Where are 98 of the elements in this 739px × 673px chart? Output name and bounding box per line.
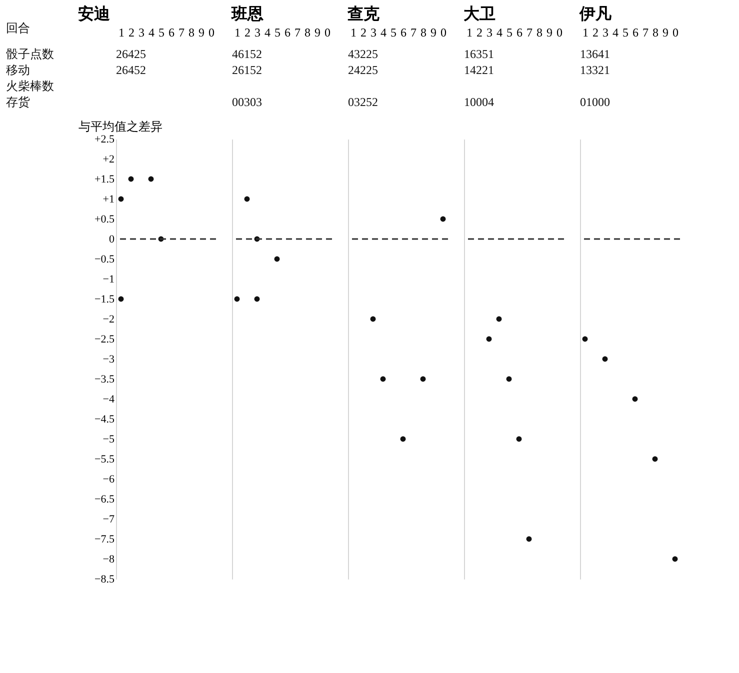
x-tick-label: 4 xyxy=(496,26,502,40)
x-tick-label: 9 xyxy=(198,26,204,40)
x-tick-label: 2 xyxy=(592,26,598,40)
text: 火柴棒数 xyxy=(6,79,54,93)
x-tick-label: 8 xyxy=(536,26,542,40)
text: 13641 xyxy=(580,47,610,61)
text: 13321 xyxy=(580,63,610,77)
x-tick-label: 3 xyxy=(370,26,376,40)
x-tick-label: 9 xyxy=(546,26,552,40)
text: 回合 xyxy=(6,21,30,35)
x-tick-label: 5 xyxy=(506,26,512,40)
text: 26425 xyxy=(116,47,146,61)
x-tick-label: 8 xyxy=(304,26,310,40)
x-tick-label: 1 xyxy=(234,26,240,40)
y-tick-label: −2 xyxy=(102,314,114,326)
x-tick-label: 5 xyxy=(158,26,164,40)
text: 移动 xyxy=(6,63,30,77)
x-tick-label: 1 xyxy=(582,26,588,40)
y-tick-label: −3 xyxy=(102,354,115,366)
y-tick-label: 0 xyxy=(109,234,115,246)
x-tick-label: 6 xyxy=(516,26,522,40)
x-tick-label: 2 xyxy=(360,26,366,40)
text: 16351 xyxy=(464,47,494,61)
x-tick-label: 2 xyxy=(128,26,134,40)
x-tick-label: 4 xyxy=(380,26,386,40)
chart-title: 大卫 xyxy=(463,5,496,23)
text: 01000 xyxy=(580,95,610,109)
x-tick-label: 9 xyxy=(662,26,668,40)
chart-title: 安迪 xyxy=(78,4,111,23)
chart-title: 查克 xyxy=(346,5,380,23)
chart-title: 班恩 xyxy=(230,5,264,23)
y-tick-label: −5.5 xyxy=(94,454,115,466)
y-tick-label: +2 xyxy=(102,154,114,166)
x-tick-label: 5 xyxy=(274,26,280,40)
y-tick-label: −2.5 xyxy=(94,334,115,346)
x-tick-label: 1 xyxy=(118,26,124,40)
text: 骰子点数 xyxy=(6,47,54,61)
x-tick-label: 3 xyxy=(254,26,260,40)
y-tick-label: −7.5 xyxy=(94,534,115,546)
y-tick-label: +1 xyxy=(102,194,114,206)
x-tick-label: 6 xyxy=(632,26,638,40)
text: 10004 xyxy=(464,95,494,109)
text: 43225 xyxy=(348,47,378,61)
chart-title: 伊凡 xyxy=(578,5,612,23)
text: 存货 xyxy=(6,95,30,109)
text: 46152 xyxy=(232,47,262,61)
x-tick-label: 6 xyxy=(168,26,174,40)
x-tick-label: 7 xyxy=(410,26,416,40)
x-tick-label: 9 xyxy=(430,26,436,40)
x-tick-label: 0 xyxy=(208,26,214,40)
x-tick-label: 0 xyxy=(324,26,330,40)
y-tick-label: −7 xyxy=(102,514,115,526)
x-tick-label: 1 xyxy=(466,26,472,40)
x-tick-label: 5 xyxy=(390,26,396,40)
x-tick-label: 7 xyxy=(526,26,532,40)
text: 03252 xyxy=(348,95,378,109)
text: 00303 xyxy=(232,95,262,109)
x-tick-label: 4 xyxy=(148,26,154,40)
x-tick-label: 7 xyxy=(294,26,300,40)
text: 14221 xyxy=(464,63,494,77)
text: 24225 xyxy=(348,63,378,77)
x-tick-label: 7 xyxy=(178,26,184,40)
y-tick-label: −5 xyxy=(102,434,115,446)
y-tick-label: −6.5 xyxy=(94,494,115,506)
x-tick-label: 8 xyxy=(420,26,426,40)
text: 26152 xyxy=(232,63,262,77)
y-tick-label: −3.5 xyxy=(94,374,115,386)
x-tick-label: 6 xyxy=(400,26,406,40)
x-tick-label: 8 xyxy=(188,26,194,40)
y-tick-label: −1.5 xyxy=(94,294,115,306)
y-tick-label: −4.5 xyxy=(94,414,115,426)
y-axis-title: 与平均值之差异 xyxy=(78,120,162,134)
x-tick-label: 7 xyxy=(642,26,648,40)
y-tick-label: −0.5 xyxy=(94,254,115,266)
x-tick-label: 3 xyxy=(138,26,144,40)
y-tick-label: +1.5 xyxy=(94,174,115,186)
x-tick-label: 8 xyxy=(652,26,658,40)
x-tick-label: 0 xyxy=(440,26,446,40)
y-tick-label: −1 xyxy=(102,274,114,286)
y-tick-label: −4 xyxy=(102,394,115,406)
y-tick-label: −8 xyxy=(102,554,115,566)
x-tick-label: 3 xyxy=(486,26,492,40)
y-tick-label: +2.5 xyxy=(94,134,115,146)
x-tick-label: 4 xyxy=(264,26,270,40)
x-tick-label: 2 xyxy=(476,26,482,40)
x-tick-label: 0 xyxy=(556,26,562,40)
x-tick-label: 1 xyxy=(350,26,356,40)
x-tick-label: 9 xyxy=(314,26,320,40)
x-tick-label: 3 xyxy=(602,26,608,40)
x-tick-label: 4 xyxy=(612,26,618,40)
y-tick-label: −6 xyxy=(102,474,115,486)
text: 26452 xyxy=(116,63,146,77)
y-tick-label: −8.5 xyxy=(94,574,115,586)
x-tick-label: 0 xyxy=(672,26,678,40)
x-tick-label: 2 xyxy=(244,26,250,40)
x-tick-label: 5 xyxy=(622,26,628,40)
y-tick-label: +0.5 xyxy=(94,214,115,226)
x-tick-label: 6 xyxy=(284,26,290,40)
